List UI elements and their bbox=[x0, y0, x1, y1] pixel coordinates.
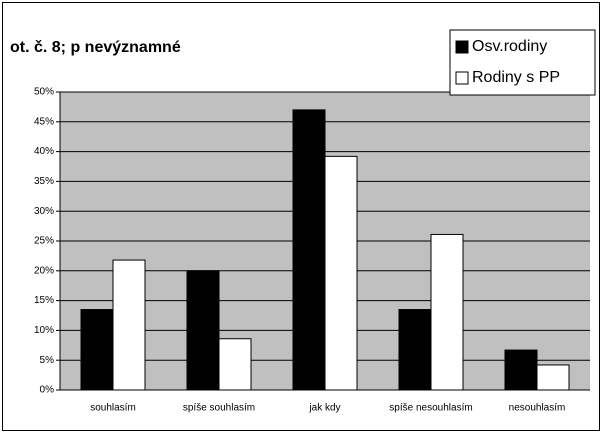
y-tick-label: 30% bbox=[34, 206, 54, 217]
x-tick-label: jak kdy bbox=[308, 403, 340, 414]
y-tick-label: 15% bbox=[34, 295, 54, 306]
chart-title: ot. č. 8; p nevýznamné bbox=[10, 39, 181, 56]
bar bbox=[186, 270, 220, 391]
bar bbox=[430, 233, 464, 391]
bar bbox=[536, 364, 570, 391]
legend-swatch bbox=[455, 40, 469, 54]
legend-box bbox=[449, 29, 596, 96]
bar bbox=[324, 155, 358, 391]
bar bbox=[112, 259, 146, 391]
y-tick-label: 40% bbox=[34, 146, 54, 157]
bar bbox=[80, 309, 114, 391]
x-tick-label: souhlasím bbox=[90, 403, 136, 414]
x-tick-label: nesouhlasím bbox=[509, 403, 566, 414]
y-tick-label: 25% bbox=[34, 236, 54, 247]
y-tick-label: 0% bbox=[40, 385, 55, 396]
x-tick-label: spíše nesouhlasím bbox=[389, 403, 472, 414]
bar bbox=[218, 338, 252, 391]
legend-swatch bbox=[455, 71, 469, 85]
legend-label: Osv.rodiny bbox=[472, 38, 547, 55]
legend-label: Rodiny s PP bbox=[472, 69, 560, 86]
y-tick-label: 10% bbox=[34, 325, 54, 336]
bar bbox=[292, 109, 326, 391]
y-tick-label: 20% bbox=[34, 265, 54, 276]
bar bbox=[504, 349, 538, 391]
bar bbox=[398, 309, 432, 391]
y-tick-label: 45% bbox=[34, 116, 54, 127]
y-tick-label: 50% bbox=[34, 87, 54, 98]
y-tick-label: 5% bbox=[40, 355, 55, 366]
y-tick-label: 35% bbox=[34, 176, 54, 187]
x-tick-label: spíše souhlasím bbox=[183, 403, 255, 414]
